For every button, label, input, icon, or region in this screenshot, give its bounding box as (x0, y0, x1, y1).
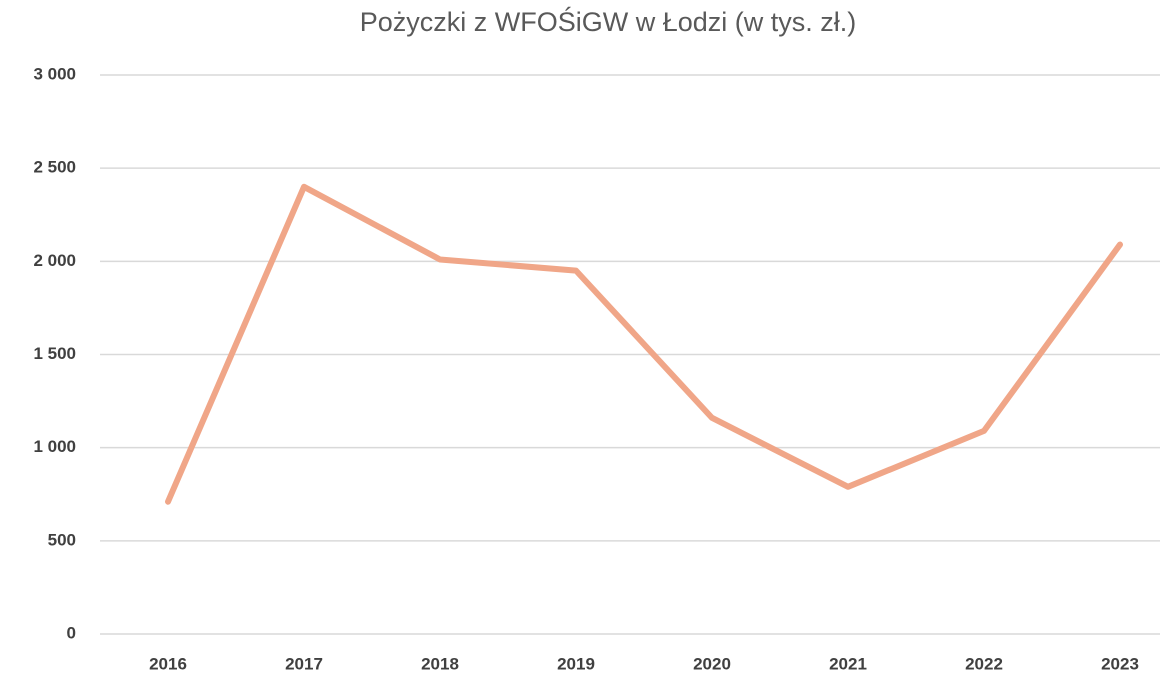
x-tick-label: 2020 (693, 654, 731, 673)
x-tick-label: 2022 (965, 654, 1003, 673)
x-tick-label: 2018 (421, 654, 459, 673)
y-tick-label: 2 500 (33, 158, 76, 177)
chart-title: Pożyczki z WFOŚiGW w Łodzi (w tys. zł.) (360, 5, 857, 37)
y-tick-label: 1 000 (33, 437, 76, 456)
line-series (165, 183, 1123, 505)
y-tick-label: 2 000 (33, 251, 76, 270)
x-tick-label: 2021 (829, 654, 867, 673)
y-tick-label: 1 500 (33, 344, 76, 363)
y-tick-label: 500 (48, 530, 76, 549)
y-tick-label: 3 000 (33, 64, 76, 83)
x-tick-label: 2016 (149, 654, 187, 673)
x-tick-label: 2019 (557, 654, 595, 673)
x-tick-label: 2023 (1101, 654, 1139, 673)
y-tick-label: 0 (67, 623, 76, 642)
x-tick-label: 2017 (285, 654, 323, 673)
